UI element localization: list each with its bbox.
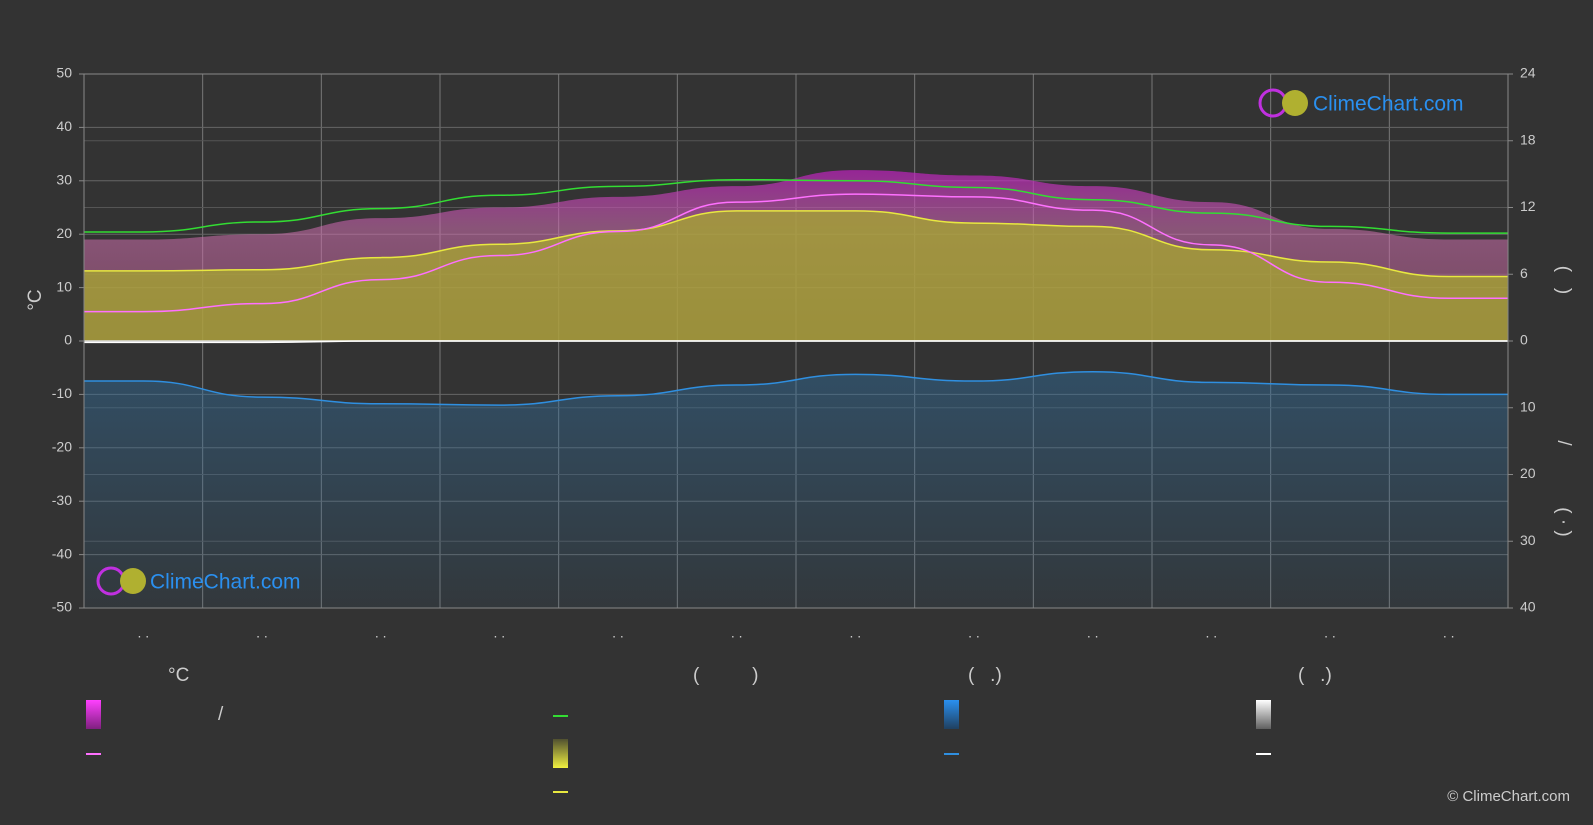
x-tick-label: . .: [256, 625, 268, 641]
series-area: [84, 210, 1508, 341]
y-tick-label: -40: [52, 545, 72, 561]
x-tick-label: . .: [612, 625, 624, 641]
x-tick-label: . .: [1443, 625, 1455, 641]
y2-tick-label: 6: [1520, 265, 1528, 281]
y2-axis-title: ( ): [1553, 266, 1574, 295]
logo: ClimeChart.com: [96, 566, 301, 596]
series-line: [84, 370, 1508, 406]
y-tick-label: -20: [52, 439, 72, 455]
legend-swatch: [553, 739, 568, 768]
y2-tick-label: 12: [1520, 198, 1536, 214]
legend-header: ( .): [968, 665, 1002, 686]
y3-axis-title: ( · ): [1553, 507, 1574, 537]
x-tick-label: . .: [137, 625, 149, 641]
y-tick-label: -10: [52, 385, 72, 401]
y3-tick-label: 10: [1520, 398, 1536, 414]
y-axis-title: °C: [25, 289, 46, 310]
y-tick-label: 40: [56, 118, 72, 134]
x-tick-label: . .: [1205, 625, 1217, 641]
x-tick-label: . .: [1087, 625, 1099, 641]
logo-text: ClimeChart.com: [150, 571, 301, 594]
legend-header: ( ): [693, 665, 758, 686]
series-line: [84, 193, 1508, 313]
x-tick-label: . .: [968, 625, 980, 641]
y2-tick-label: 18: [1520, 131, 1536, 147]
logo: ClimeChart.com: [1258, 88, 1464, 118]
y2-tick-label: 24: [1520, 65, 1536, 81]
y-tick-label: 20: [56, 225, 72, 241]
y-tick-label: 50: [56, 65, 72, 81]
y3-axis-title: /: [1553, 440, 1574, 446]
y3-tick-label: 40: [1520, 599, 1536, 615]
y-tick-label: -30: [52, 492, 72, 508]
series-line: [84, 210, 1508, 278]
y3-tick-label: 30: [1520, 532, 1536, 548]
legend-header: ( .): [1298, 665, 1332, 686]
series-area: [84, 371, 1508, 608]
x-tick-label: . .: [375, 625, 387, 641]
y-tick-label: 0: [64, 332, 72, 348]
logo-text: ClimeChart.com: [1313, 93, 1464, 116]
y-tick-label: 30: [56, 172, 72, 188]
plot-area: [83, 73, 1509, 609]
legend: °C ( ) ( .) ( .) /: [86, 665, 1332, 793]
x-tick-label: . .: [1324, 625, 1336, 641]
x-tick-label: . .: [849, 625, 861, 641]
legend-swatch: [86, 700, 101, 729]
x-tick-label: . .: [493, 625, 505, 641]
y2-tick-label: 0: [1520, 332, 1528, 348]
legend-label: /: [218, 704, 224, 725]
legend-swatch: [1256, 700, 1271, 729]
y3-tick-label: 20: [1520, 465, 1536, 481]
series-line: [84, 178, 1508, 234]
series-line: [84, 340, 1508, 344]
legend-swatch: [944, 700, 959, 729]
x-tick-label: . .: [731, 625, 743, 641]
copyright: © ClimeChart.com: [1447, 788, 1570, 805]
legend-header: °C: [168, 665, 189, 686]
y-tick-label: -50: [52, 599, 72, 615]
y-tick-label: 10: [56, 278, 72, 294]
